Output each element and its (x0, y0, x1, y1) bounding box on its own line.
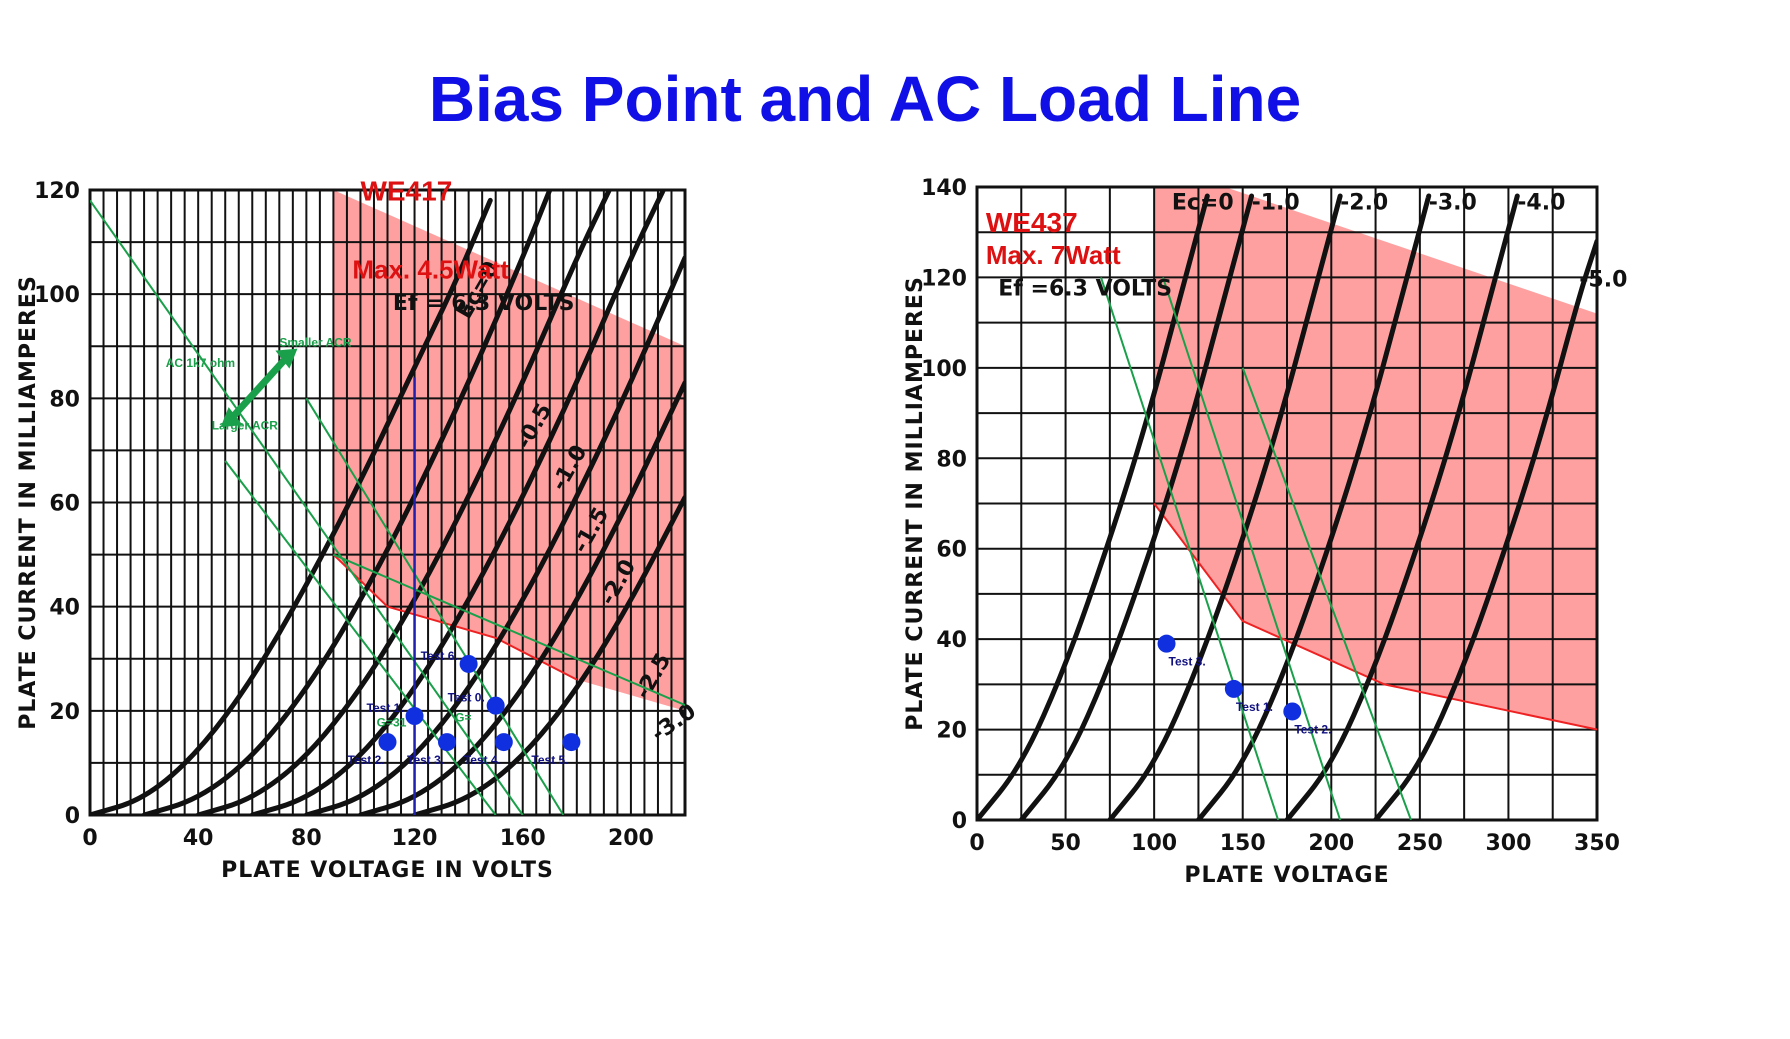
y-tick-0: 0 (952, 809, 967, 834)
plate-curve-6 (412, 494, 685, 815)
test-point-3 (494, 733, 513, 752)
test-point-2 (438, 733, 456, 752)
annotation-4: G= (455, 710, 471, 724)
test-point-label-2: Test 3. (407, 753, 444, 767)
acr-arrow-head-up (275, 348, 298, 369)
plate-curve-1 (1018, 193, 1255, 820)
y-axis-title: PLATE CURRENT IN MILLIAMPERES (903, 276, 928, 731)
model-label: WE417 (360, 175, 452, 206)
test-point-label-5: Test 6. (421, 649, 458, 663)
test-point-label-0: Test 1. (367, 701, 404, 715)
load-line-2 (1241, 367, 1412, 820)
y-axis-title: PLATE CURRENT IN MILLIAMPERES (16, 275, 41, 730)
curve-label-3: -3.0 (1429, 191, 1477, 216)
y-tick-1: 20 (49, 700, 80, 725)
x-tick-2: 80 (291, 826, 322, 851)
acr-arrow-head-down (220, 407, 243, 428)
plate-curve-4 (303, 255, 685, 815)
x-tick-0: 0 (969, 831, 984, 856)
test-point-1 (378, 733, 397, 752)
plate-curve-1 (141, 190, 553, 815)
load-line-0 (1100, 277, 1280, 820)
y-tick-4: 80 (49, 387, 80, 412)
max-dissipation-edge (1153, 502, 1597, 731)
curve-label-0: Ec=0 (1172, 191, 1234, 216)
x-tick-5: 200 (608, 826, 654, 851)
load-line-1 (1162, 277, 1342, 820)
test-point-0 (1224, 679, 1243, 698)
page-title: Bias Point and AC Load Line (428, 63, 1302, 135)
plate-curve-2 (195, 190, 612, 815)
y-tick-5: 100 (921, 357, 967, 382)
x-tick-3: 150 (1220, 831, 1266, 856)
test-point-label-0: Test 1. (1236, 700, 1273, 714)
y-tick-2: 40 (936, 628, 967, 653)
max-dissipation-edge (332, 553, 578, 681)
x-tick-5: 250 (1397, 831, 1443, 856)
x-tick-1: 40 (183, 826, 214, 851)
plate-curve-5 (1373, 238, 1597, 820)
annotation-0: AC 1k7 ohm (166, 356, 235, 370)
test-point-label-3: Test 4. (464, 753, 501, 767)
test-point-label-1: Test 2. (348, 753, 385, 767)
y-tick-1: 20 (936, 719, 967, 744)
y-tick-7: 140 (921, 176, 967, 201)
max-power-label: Max. 7Watt (986, 240, 1121, 270)
plate-curves (90, 190, 685, 815)
test-point-6 (486, 696, 505, 715)
load-lines (90, 199, 685, 815)
y-tick-3: 60 (936, 538, 967, 563)
test-point-label-6: Test 0. (448, 691, 485, 705)
load-lines (1100, 277, 1412, 820)
load-line-0 (90, 199, 524, 815)
curve-label-5: -5.0 (1579, 267, 1627, 292)
x-tick-6: 300 (1485, 831, 1531, 856)
x-tick-0: 0 (82, 826, 97, 851)
test-point-4 (562, 733, 581, 752)
y-tick-3: 60 (49, 492, 80, 517)
model-label: WE437 (986, 207, 1078, 238)
plate-curve-2 (1107, 193, 1343, 820)
y-tick-2: 40 (49, 596, 80, 621)
x-axis-title: PLATE VOLTAGE IN VOLTS (221, 858, 554, 883)
plate-curve-3 (1195, 193, 1432, 820)
x-tick-2: 100 (1131, 831, 1177, 856)
load-line-3 (333, 553, 685, 707)
load-line-1 (224, 460, 497, 815)
x-tick-3: 120 (392, 826, 438, 851)
y-tick-0: 0 (65, 804, 80, 829)
acr-arrow-shaft (228, 354, 291, 422)
plate-curve-3 (249, 190, 666, 815)
test-point-label-1: Test 2. (1294, 722, 1331, 736)
x-tick-7: 350 (1574, 831, 1620, 856)
y-tick-5: 100 (34, 283, 80, 308)
plate-curve-5 (357, 380, 685, 815)
plate-curve-0 (977, 193, 1210, 820)
max-power-label: Max. 4.5Watt (352, 255, 509, 285)
curve-label-4: -4.0 (1517, 191, 1565, 216)
filament-label: Ef = 6.3 VOLTS (393, 291, 575, 316)
test-point-2 (1157, 634, 1176, 653)
y-tick-6: 120 (34, 179, 80, 204)
chart-we417: Ec=0-0.5-1.0-1.5-2.0-2.5-3.00 40 80 120 160 2… (16, 175, 701, 883)
plate-curve-0 (90, 197, 493, 815)
curve-label-2: -2.0 (1340, 191, 1388, 216)
filament-label: Ef =6.3 VOLTS (998, 277, 1172, 302)
annotation-3: G=31 (377, 715, 407, 729)
test-point-0 (405, 707, 424, 726)
test-point-1 (1283, 702, 1302, 721)
test-point-label-4: Test 5. (531, 753, 568, 767)
y-tick-6: 120 (921, 266, 967, 291)
x-tick-4: 200 (1308, 831, 1354, 856)
curve-label-1: -1.0 (1252, 191, 1300, 216)
chart-we437: Ec=0 -1.0 -2.0 -3.0 -4.0-5.00 50 100 150 200 250 3… (903, 176, 1627, 888)
test-point-label-2: Test 3. (1169, 655, 1206, 669)
y-tick-4: 80 (936, 447, 967, 472)
x-tick-4: 160 (500, 826, 546, 851)
x-tick-1: 50 (1050, 831, 1081, 856)
load-line-2 (305, 397, 565, 815)
test-point-5 (459, 654, 478, 673)
annotation-1: Smaller ACR (279, 335, 352, 349)
x-axis-title: PLATE VOLTAGE (1184, 863, 1389, 888)
